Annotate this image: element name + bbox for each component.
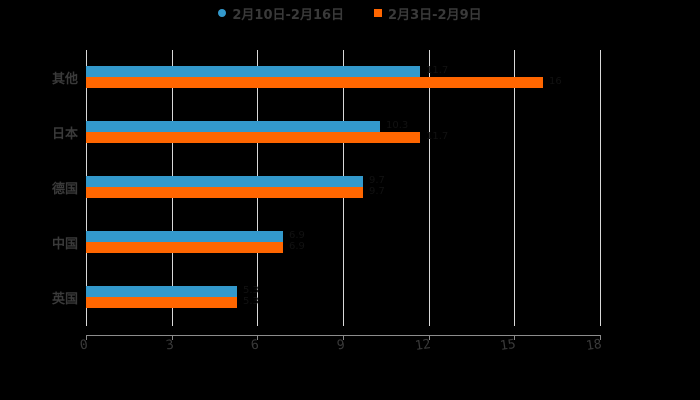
gridline — [514, 50, 515, 326]
bar-series-1[interactable] — [86, 176, 363, 187]
data-label: 9.7 — [369, 186, 385, 197]
x-tick-label: 18 — [585, 336, 603, 355]
data-label: 11.7 — [426, 65, 449, 76]
bar-series-2[interactable] — [86, 242, 283, 253]
x-tick-label: 15 — [499, 336, 517, 355]
legend-item-series-1[interactable]: 2月10日-2月16日 — [218, 4, 344, 23]
data-label: 11.7 — [426, 131, 449, 142]
x-tick-label: 12 — [414, 336, 432, 355]
x-tick — [343, 335, 344, 340]
legend-circle-icon — [218, 9, 227, 17]
category-label: 其他 — [51, 72, 78, 87]
data-label: 5.3 — [243, 285, 259, 296]
data-label: 6.9 — [289, 241, 305, 252]
chart-legend: 2月10日-2月16日 2月3日-2月9日 — [0, 3, 700, 23]
bar-series-1[interactable] — [86, 66, 420, 77]
bar-series-1[interactable] — [86, 231, 283, 242]
category-label: 日本 — [51, 127, 78, 142]
data-label: 16 — [549, 76, 562, 87]
gridline — [600, 50, 601, 326]
x-tick-label: 3 — [164, 337, 175, 354]
data-label: 10.3 — [386, 120, 409, 131]
x-tick — [514, 335, 515, 340]
data-label: 9.7 — [369, 175, 385, 186]
x-tick — [172, 335, 173, 340]
bar-series-2[interactable] — [86, 297, 237, 308]
bar-series-2[interactable] — [86, 77, 543, 88]
legend-item-series-2[interactable]: 2月3日-2月9日 — [374, 4, 482, 23]
category-label: 中国 — [51, 237, 78, 252]
x-tick-label: 9 — [335, 337, 346, 354]
bar-series-2[interactable] — [86, 187, 363, 198]
x-tick-label: 0 — [78, 337, 89, 354]
plot-area: 11.7 16 10.3 11.7 9.7 9.7 6.9 6.9 5.3 5.3 — [86, 50, 601, 326]
x-tick — [257, 335, 258, 340]
legend-label: 2月10日-2月16日 — [232, 7, 345, 23]
legend-square-icon — [374, 9, 383, 17]
legend-label: 2月3日-2月9日 — [388, 7, 482, 23]
category-label: 英国 — [51, 292, 78, 307]
category-label: 德国 — [51, 182, 78, 197]
x-tick — [429, 335, 430, 340]
x-tick-label: 6 — [249, 337, 260, 354]
bar-series-1[interactable] — [86, 286, 237, 297]
x-tick — [86, 335, 87, 340]
data-label: 5.3 — [243, 296, 259, 307]
gridline — [429, 50, 430, 326]
data-label: 6.9 — [289, 230, 305, 241]
bar-series-2[interactable] — [86, 132, 420, 143]
x-tick — [600, 335, 601, 340]
bar-series-1[interactable] — [86, 121, 380, 132]
